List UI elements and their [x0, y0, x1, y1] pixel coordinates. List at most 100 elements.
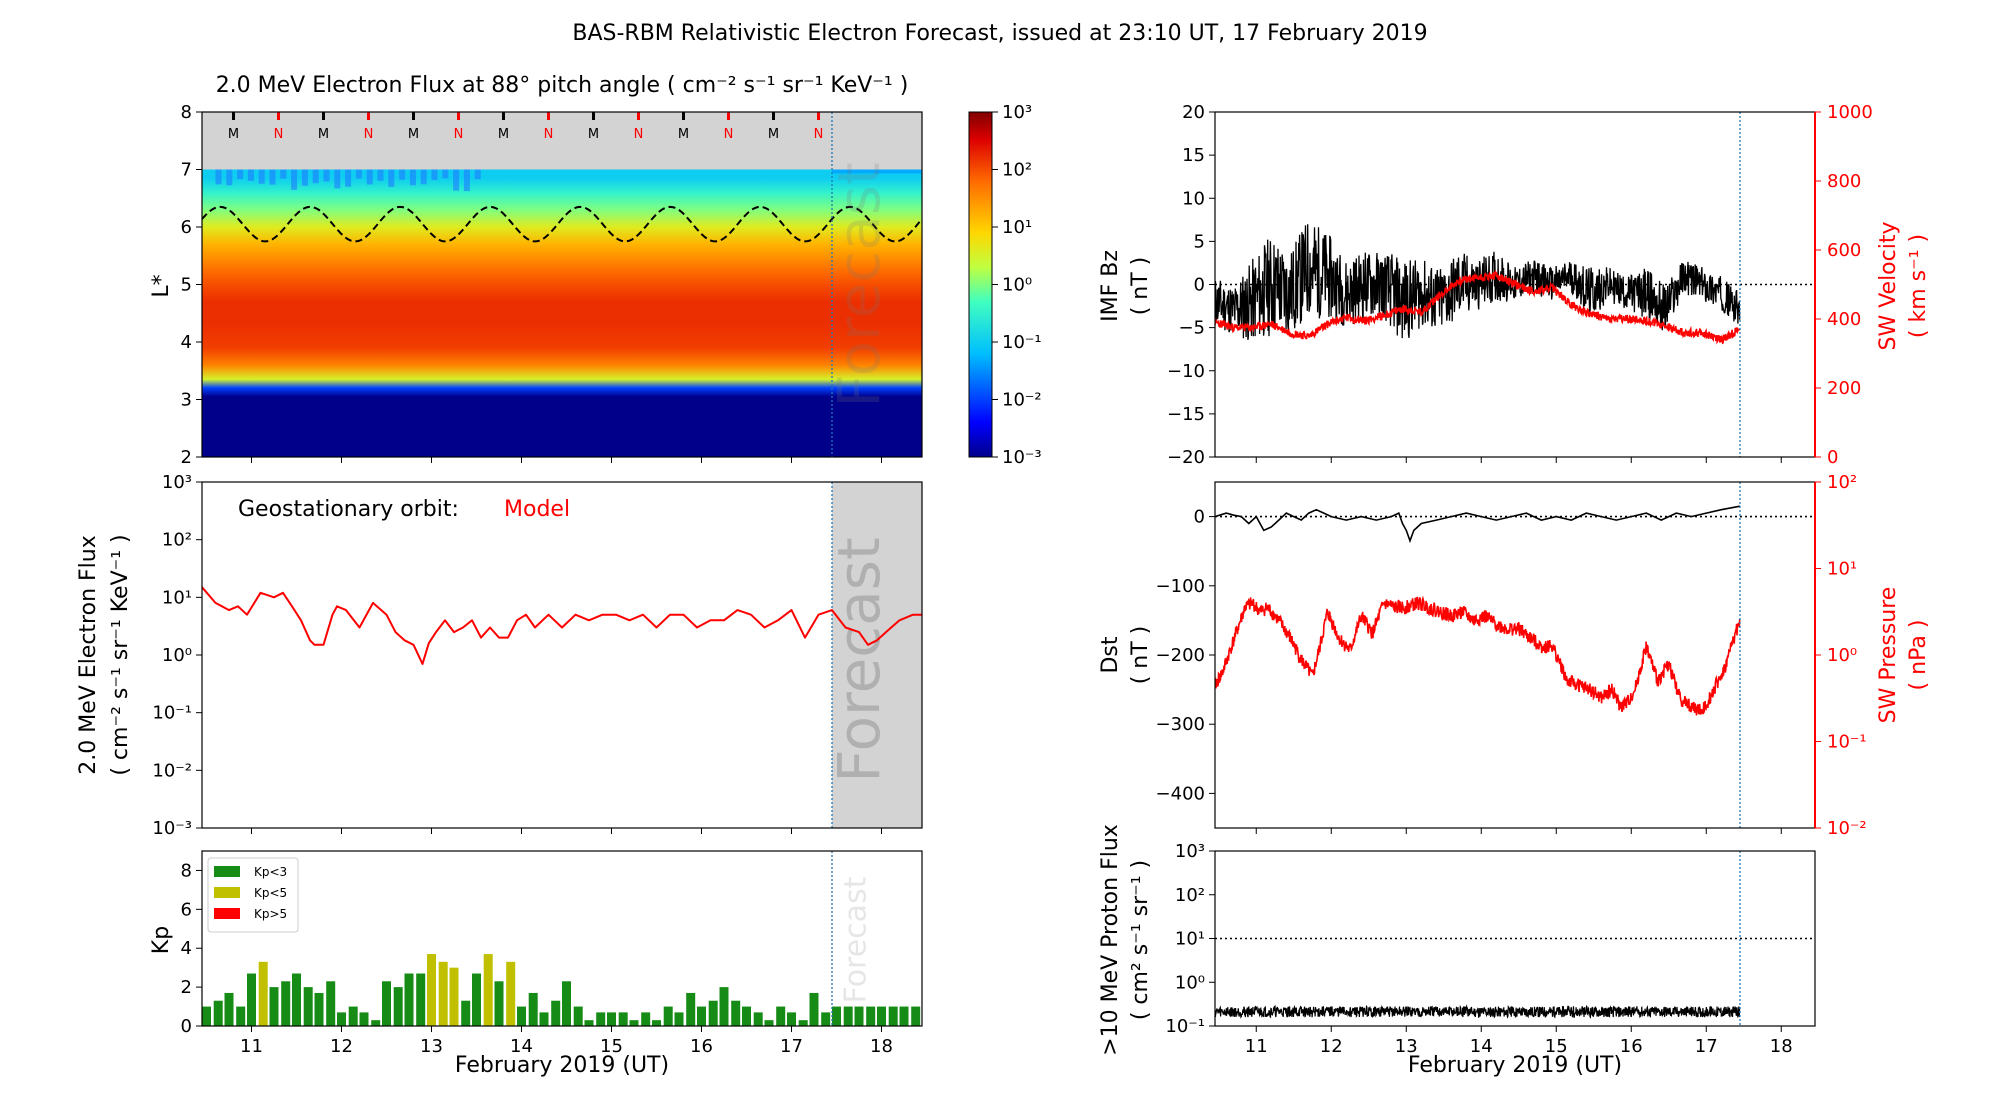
kp-bar — [483, 954, 493, 1026]
imf-ylabel-left-units: ( nT ) — [1128, 257, 1153, 316]
imf-y-left-tick-label: 5 — [1194, 231, 1205, 252]
magnetopause-dashed-line — [201, 205, 923, 243]
flux-map-edge-streak — [215, 169, 222, 185]
kp-panel: Forecast 0 2 4 6 8 11 12 13 14 15 16 17 18 Kp Kp<3 Kp<5 K… — [149, 850, 923, 1057]
kp-bar — [292, 973, 301, 1026]
kp-bar — [449, 967, 459, 1026]
flux-map-edge-streak — [237, 169, 244, 180]
flux-map-edge-streak — [388, 169, 395, 187]
kp-legend-label: Kp>5 — [254, 907, 287, 921]
flux-map-edge-streak — [420, 169, 427, 185]
kp-ylabel: Kp — [149, 926, 174, 954]
kp-bar — [854, 1006, 864, 1026]
kp-bar — [337, 1012, 346, 1026]
dst-y-right-tick-label: 10² — [1827, 472, 1857, 493]
imf-y-left-tick-label: −5 — [1178, 318, 1205, 339]
kp-bar — [798, 1020, 808, 1026]
kp-bar — [584, 1020, 594, 1026]
kp-bar — [764, 1020, 774, 1026]
flux-map-edge-streak — [474, 169, 481, 180]
flux-map-y-tick-label: 4 — [181, 332, 192, 353]
mn-marker-label: M — [228, 127, 239, 142]
geo-y-tick-label: 10⁻¹ — [152, 703, 192, 724]
kp-frame — [201, 850, 923, 1027]
kp-bar — [888, 1006, 898, 1026]
mn-marker-label: M — [498, 127, 509, 142]
proton-y-tick-label: 10² — [1175, 885, 1205, 906]
proton-x-tick-label: 11 — [1245, 1036, 1268, 1057]
kp-bar — [877, 1006, 886, 1026]
kp-bar — [742, 1006, 751, 1026]
flux-map-edge-streak — [258, 169, 265, 184]
geo-y-tick-label: 10⁰ — [162, 645, 192, 666]
proton-y-tick-label: 10³ — [1175, 841, 1205, 862]
kp-bar — [674, 1012, 684, 1026]
imf-y-right-tick-label: 800 — [1827, 171, 1861, 192]
dst-y-right-tick-label: 10⁰ — [1827, 645, 1857, 666]
imf-y-right-tick-label: 600 — [1827, 240, 1861, 261]
kp-bar — [787, 1012, 796, 1026]
proton-x-tick-label: 14 — [1470, 1036, 1493, 1057]
geo-y-tick-label: 10⁻² — [152, 760, 192, 781]
kp-bar — [258, 961, 268, 1026]
flux-map-edge-streak — [453, 169, 460, 191]
flux-map-forecast-edge — [832, 169, 922, 174]
imf-y-right-tick-label: 200 — [1827, 378, 1861, 399]
dst-y-right-tick-label: 10⁻¹ — [1827, 732, 1867, 753]
kp-bar — [236, 1006, 246, 1026]
imf-y-left-tick-label: 0 — [1194, 275, 1205, 296]
kp-bar — [359, 1012, 369, 1026]
proton-flux-panel: 10⁻¹ 10⁰ 10¹ 10² 10³ 11 12 13 14 15 16 17 18 >10 MeV … — [1098, 824, 1816, 1057]
dst-y-left-tick-label: −400 — [1156, 783, 1205, 804]
imf-y-right-tick-label: 400 — [1827, 309, 1861, 330]
kp-y-tick-label: 6 — [181, 899, 192, 920]
sw-pressure-line — [1215, 595, 1741, 716]
kp-bar — [303, 987, 313, 1026]
kp-bar — [663, 1006, 673, 1026]
colorbar-tick-label: 10⁻³ — [1002, 447, 1042, 468]
kp-bar — [686, 992, 696, 1026]
geo-y-tick-label: 10³ — [162, 472, 192, 493]
proton-y-tick-label: 10⁰ — [1175, 972, 1205, 993]
flux-map-y-tick-label: 5 — [181, 275, 192, 296]
proton-x-tick-label: 17 — [1695, 1036, 1718, 1057]
imf-bz-line — [1215, 224, 1741, 340]
dst-y-right-tick-label: 10⁻² — [1827, 818, 1867, 839]
mn-marker-label: M — [408, 127, 419, 142]
flux-map-empty-region — [202, 112, 922, 170]
kp-x-tick-label: 14 — [510, 1036, 533, 1057]
kp-x-tick-label: 16 — [690, 1036, 713, 1057]
mn-marker-label: M — [588, 127, 599, 142]
kp-bar — [708, 1000, 718, 1026]
geo-y-tick-label: 10⁻³ — [152, 818, 192, 839]
kp-bar — [641, 1012, 651, 1026]
dst-y-left-tick-label: −200 — [1156, 645, 1205, 666]
proton-y-tick-label: 10¹ — [1175, 929, 1205, 950]
flux-map-edge-streak — [312, 169, 319, 184]
flux-map-forecast-label: Forecast — [825, 162, 893, 407]
kp-x-tick-label: 17 — [780, 1036, 803, 1057]
proton-ylabel: >10 MeV Proton Flux — [1098, 824, 1123, 1056]
kp-bar — [326, 981, 336, 1026]
proton-x-tick-label: 15 — [1545, 1036, 1568, 1057]
mn-marker-label: N — [544, 127, 554, 142]
kp-bar — [731, 1000, 741, 1026]
kp-x-tick-label: 11 — [240, 1036, 263, 1057]
geo-forecast-label: Forecast — [825, 537, 893, 782]
proton-ylabel-units: ( cm² s⁻¹ sr⁻¹ ) — [1128, 860, 1153, 1020]
colorbar-tick-label: 10⁻¹ — [1002, 332, 1042, 353]
geo-forecast-shade — [832, 482, 922, 828]
kp-bar — [202, 1006, 211, 1026]
flux-map-edge-streak — [291, 169, 298, 190]
flux-map-y-tick-label: 8 — [181, 102, 192, 123]
kp-legend-swatch — [214, 887, 240, 898]
flux-map-y-tick-label: 2 — [181, 447, 192, 468]
flux-map-edge-streak — [301, 169, 308, 186]
kp-x-tick-label: 18 — [870, 1036, 893, 1057]
kp-bar — [461, 1000, 471, 1026]
mn-marker-label: N — [814, 127, 824, 142]
colorbar-tick-label: 10⁰ — [1002, 275, 1032, 296]
geo-y-tick-label: 10² — [162, 530, 192, 551]
mn-marker-label: M — [768, 127, 779, 142]
kp-bar — [821, 1012, 831, 1026]
